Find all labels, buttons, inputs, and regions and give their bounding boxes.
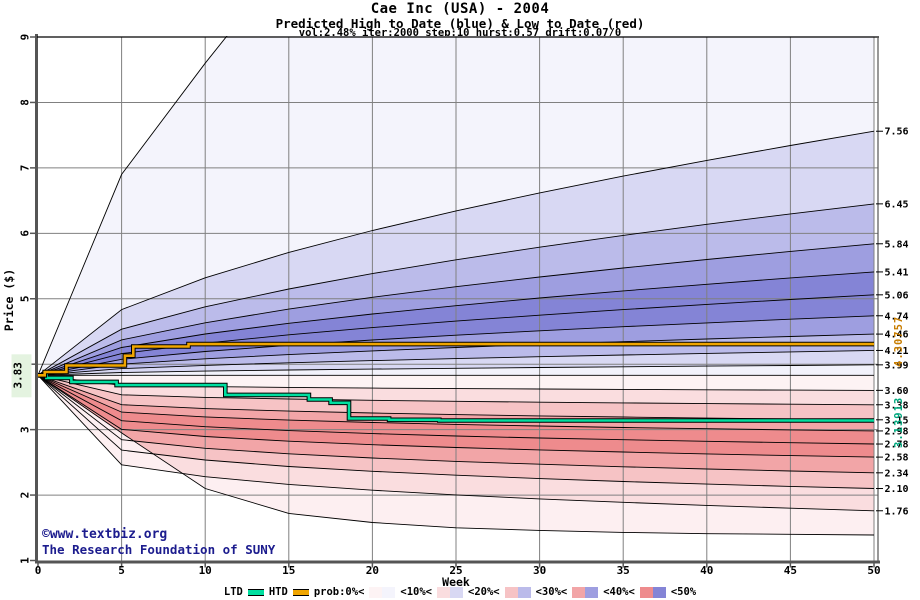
legend-label: <40%< <box>603 586 635 598</box>
y-tick-label: 5 <box>19 295 32 302</box>
chart-title: Cae Inc (USA) - 2004 <box>370 1 550 17</box>
legend-probability-swatch <box>504 586 531 598</box>
x-tick-label: 5 <box>118 564 125 577</box>
legend-label: <30%< <box>535 586 568 598</box>
probability-band <box>38 203 874 376</box>
x-tick-label: 20 <box>366 564 379 577</box>
boundary-value-label: 3.38 <box>885 400 909 411</box>
y-tick-label: 6 <box>19 230 32 237</box>
band-boundary-line <box>37 315 875 376</box>
boundary-value-label: 5.06 <box>885 290 909 301</box>
x-tick-label: 10 <box>199 564 212 577</box>
boundary-value-label: 3.60 <box>885 386 909 397</box>
legend-probability-swatch <box>639 586 666 598</box>
probability-band <box>38 375 874 458</box>
x-tick-label: 45 <box>784 564 797 577</box>
boundary-value-label: 3.15 <box>885 415 909 426</box>
legend-probability-swatch <box>437 586 463 598</box>
band-boundary-line <box>37 130 875 376</box>
boundary-value-label: 2.34 <box>885 468 909 479</box>
boundary-value-label: 2.58 <box>885 453 909 464</box>
y-tick-label: 3 <box>19 426 32 433</box>
y-tick-label: 9 <box>19 34 32 41</box>
legend-probability-swatch <box>572 586 599 598</box>
x-axis-title: Week <box>442 575 470 589</box>
probability-band <box>38 375 874 473</box>
start-price-box <box>11 354 32 398</box>
x-tick-label: 35 <box>617 564 630 577</box>
band-boundary-line <box>37 349 875 376</box>
chart-subtitle: Predicted High to Date (blue) & Low to D… <box>275 16 645 31</box>
htd-line <box>38 342 874 377</box>
band-boundary-line <box>37 374 875 432</box>
band-boundary-line <box>37 243 875 376</box>
x-tick-label: 0 <box>35 564 42 577</box>
legend-line-swatch <box>247 588 264 596</box>
y-tick-label: 1 <box>19 557 32 564</box>
boundary-value-label: 2.98 <box>885 426 909 437</box>
x-tick-label: 50 <box>867 564 880 577</box>
chart-legend: LTD HTD prob:0%< <10%< <20%< <30%< <40%< <50% <box>0 586 920 598</box>
boundary-value-label: 5.84 <box>885 239 909 250</box>
band-boundary-line <box>37 333 875 376</box>
band-boundary-line <box>37 271 875 376</box>
ltd-line <box>38 374 874 422</box>
legend-probability-swatch <box>369 586 396 598</box>
plot-area <box>37 36 878 561</box>
y-tick-label: 2 <box>19 492 32 499</box>
band-boundary-line <box>37 374 875 536</box>
probability-band <box>38 375 874 489</box>
htd-final-value-label: 4.30757 <box>893 315 905 367</box>
legend-label: prob:0%< <box>313 586 365 598</box>
boundary-value-label: 4.46 <box>885 330 909 341</box>
band-boundary-line <box>37 374 875 512</box>
x-tick-label: 25 <box>449 564 462 577</box>
x-tick-label: 30 <box>533 564 546 577</box>
probability-band <box>38 375 874 511</box>
boundary-value-label: 6.45 <box>885 199 909 210</box>
band-boundary-line <box>37 364 875 376</box>
boundary-value-label: 5.41 <box>885 267 909 278</box>
probability-band <box>38 271 874 376</box>
probability-band <box>38 243 874 376</box>
boundary-value-label: 2.10 <box>885 484 909 495</box>
band-boundary-line <box>37 374 875 445</box>
band-boundary-line <box>37 374 875 458</box>
probability-band <box>38 375 874 420</box>
copyright-url: ©www.textbiz.org <box>42 527 168 542</box>
legend-label: HTD <box>268 586 288 598</box>
y-tick-label: 7 <box>19 165 32 172</box>
boundary-value-label: 2.78 <box>885 440 909 451</box>
legend-label: <50% <box>670 586 697 598</box>
boundary-value-label: 7.56 <box>885 127 909 138</box>
y-tick-label: 8 <box>19 99 32 106</box>
probability-band <box>38 375 874 431</box>
legend-label: <10%< <box>400 586 432 598</box>
start-price-label: 3.83 <box>12 362 25 389</box>
band-boundary-line <box>37 203 875 376</box>
boundary-value-label: 4.21 <box>885 346 909 357</box>
ltd-final-value-label: 3.13913 <box>893 396 905 448</box>
legend-line-swatch <box>292 588 309 596</box>
boundary-value-label: 4.74 <box>885 311 909 322</box>
probability-band <box>38 375 874 444</box>
legend-label: <20%< <box>468 586 500 598</box>
band-boundary-line <box>37 36 228 376</box>
band-boundary-line <box>37 374 875 489</box>
x-tick-label: 40 <box>700 564 713 577</box>
band-boundary-line <box>37 374 875 474</box>
boundary-value-label: 1.76 <box>885 506 909 517</box>
x-tick-label: 15 <box>282 564 295 577</box>
y-axis-title: Price ($) <box>2 269 16 331</box>
band-boundary-line <box>37 374 875 406</box>
boundary-value-label: 3.99 <box>885 360 909 371</box>
copyright-org: The Research Foundation of SUNY <box>42 542 276 557</box>
legend-label: LTD <box>223 586 243 598</box>
